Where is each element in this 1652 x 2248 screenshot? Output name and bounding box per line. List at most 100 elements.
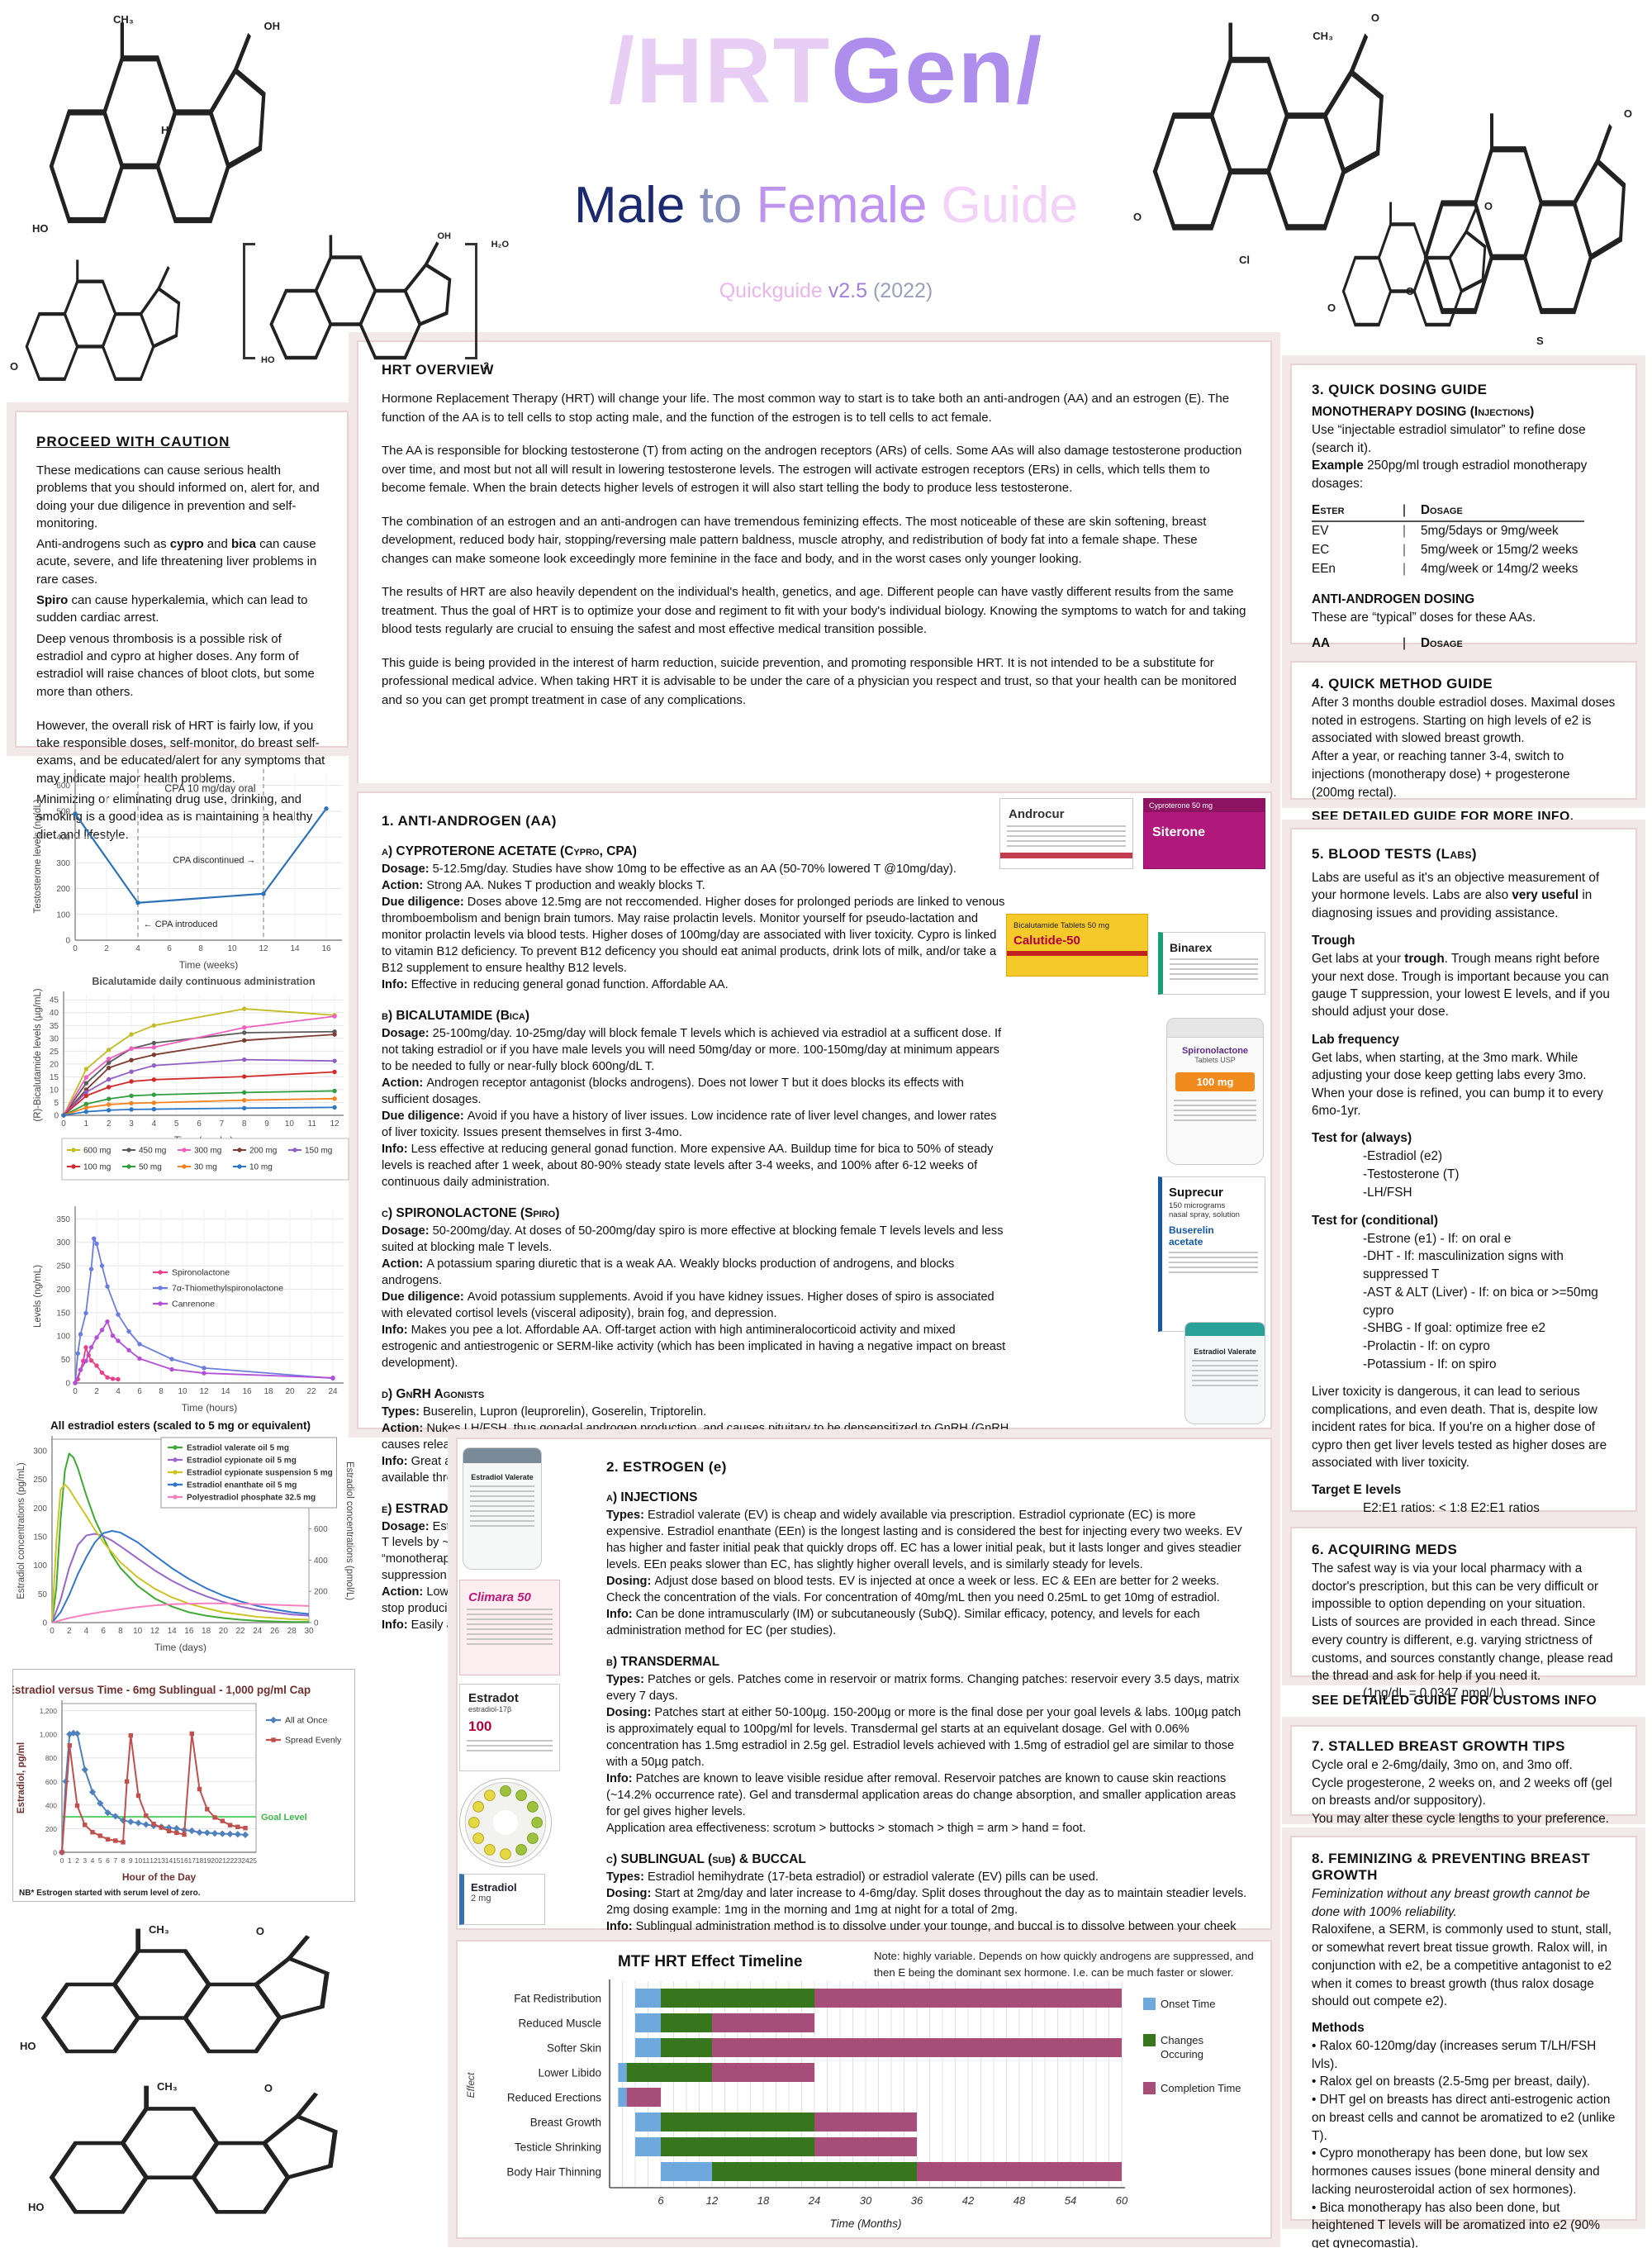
svg-text:Time (days): Time (days) (154, 1642, 206, 1653)
svg-text:4: 4 (91, 1856, 95, 1865)
svg-text:0: 0 (50, 1627, 55, 1636)
bracket-left (243, 243, 255, 359)
svg-text:2: 2 (67, 1627, 72, 1636)
svg-text:Testicle Shrinking: Testicle Shrinking (515, 2141, 601, 2154)
drug-heading: a) INJECTIONS (606, 1490, 698, 1504)
subtitle-female: Female (756, 177, 928, 234)
svg-text:4: 4 (84, 1627, 89, 1636)
drug-line: Dosage: 5-12.5mg/day. Studies have show … (382, 863, 957, 876)
svg-text:15: 15 (50, 1073, 59, 1082)
drug-line: Types: Buserelin, Lupron (leuprorelin), … (382, 1404, 707, 1419)
estradiol-ester-molecule-image: HO CH₃ O (28, 2080, 363, 2235)
svg-text:7α-Thiomethylspironolactone: 7α-Thiomethylspironolactone (172, 1284, 283, 1294)
anti-androgen-section-panel: 1. ANTI-ANDROGEN (AA) a) CYPROTERONE ACE… (357, 791, 1272, 1632)
svg-text:25: 25 (249, 1856, 258, 1865)
svg-text:48: 48 (1014, 2194, 1026, 2207)
svg-text:7: 7 (220, 1119, 225, 1129)
drug-heading: d) GnRH Agonists (382, 1386, 485, 1401)
drug-line: Info: Patches are known to leave visible… (606, 1771, 1237, 1818)
svg-text:150: 150 (33, 1533, 47, 1542)
blister-pills (464, 1781, 547, 1864)
svg-text:Estradiol concentrations (pg/m: Estradiol concentrations (pg/mL) (17, 1462, 26, 1599)
svg-text:Estradiol cypionate oil 5 mg: Estradiol cypionate oil 5 mg (187, 1457, 297, 1466)
version-line: Quickguide v2.5 (2022) (446, 279, 1206, 303)
atom-label: O (1133, 211, 1142, 223)
svg-text:12: 12 (150, 1856, 158, 1865)
svg-text:Goal Level: Goal Level (261, 1813, 307, 1823)
svg-text:Time (weeks): Time (weeks) (179, 959, 239, 971)
acquiring-meds-panel: 6. ACQUIRING MEDS The safest way is via … (1290, 1527, 1637, 1708)
paragraph: This guide is being provided in the inte… (382, 655, 1237, 707)
cpa-testosterone-chart: 0 100 200 300 400 500 600 0 2 4 6 8 10 12 14 16 Time (we… (33, 769, 342, 971)
calutide-box-image: Bicalutamide Tablets 50 mg Calutide-50 (1006, 914, 1148, 977)
svg-text:10: 10 (135, 1856, 143, 1865)
svg-text:Testosterone levels (ng/dL): Testosterone levels (ng/dL) (33, 799, 43, 913)
table-row: EEn | 4mg/week or 14mg/2 weeks (1312, 561, 1578, 576)
text-line: After 3 months double estradiol doses. M… (1312, 696, 1616, 746)
box4-text: After 3 months double estradiol doses. M… (1312, 694, 1616, 801)
svg-text:11: 11 (308, 1119, 317, 1129)
svg-text:200 mg: 200 mg (249, 1147, 277, 1156)
title-part-1: /HRT (608, 19, 832, 122)
svg-text:10: 10 (50, 1086, 59, 1095)
svg-text:then E being the dominant sex: then E being the dominant sex hormone. I… (874, 1966, 1233, 1979)
svg-text:20: 20 (219, 1627, 229, 1636)
svg-text:Reduced Erections: Reduced Erections (507, 2092, 601, 2104)
table-row: EC | 5mg/week or 15mg/2 weeks (1312, 542, 1578, 557)
red-stripe (1000, 853, 1132, 858)
svg-text:14: 14 (168, 1627, 178, 1636)
androcur-label: Androcur (1009, 807, 1065, 821)
atom-label: O (10, 360, 19, 373)
quick-dosing-guide-panel: 3. QUICK DOSING GUIDE MONOTHERAPY DOSING… (1290, 364, 1637, 739)
svg-text:250: 250 (33, 1476, 47, 1485)
svg-text:600: 600 (56, 782, 70, 791)
drug-heading: c) SPIRONOLACTONE (Spiro) (382, 1205, 560, 1220)
svg-text:23: 23 (234, 1856, 242, 1865)
svg-text:2: 2 (94, 1387, 99, 1396)
drug-line: Due diligence: Avoid if you have a histo… (382, 1109, 997, 1139)
atom-label: CH₃ (157, 2080, 178, 2093)
paragraph: These medications can cause serious heal… (36, 463, 320, 530)
atom-label: HO (32, 222, 49, 235)
svg-text:2: 2 (75, 1856, 79, 1865)
caution-paragraphs: However, the overall risk of HRT is fair… (36, 717, 327, 844)
atom-label: OH (437, 231, 452, 241)
svg-text:200: 200 (45, 1825, 57, 1833)
text-line: • Bica monotherapy has also been done, b… (1312, 2200, 1600, 2248)
binarex-box-image: Binarex (1158, 932, 1265, 995)
svg-text:4: 4 (116, 1387, 121, 1396)
methods-heading: Methods (1312, 2021, 1365, 2036)
atom-label: O (1327, 302, 1336, 314)
test-always-list: -Estradiol (e2) -Testosterone (T) -LH/FSH (1312, 1148, 1616, 1201)
drug-line: Action: A potassium sparing diuretic tha… (382, 1257, 955, 1287)
drug-item: a) INJECTIONS Types: Estradiol valerate (… (606, 1490, 1247, 1640)
text-line: -DHT - If: masculinization signs with su… (1363, 1249, 1564, 1282)
feminizing-panel: 8. FEMINIZING & PREVENTING BREAST GROWTH… (1290, 1836, 1637, 2248)
svg-text:7: 7 (113, 1856, 117, 1865)
svg-text:4: 4 (135, 944, 140, 953)
svg-text:20: 20 (285, 1387, 295, 1396)
drug-line: Info: Makes you pee a lot. Affordable AA… (382, 1323, 1006, 1370)
svg-text:All at Once: All at Once (285, 1716, 328, 1726)
svg-text:60: 60 (1116, 2194, 1128, 2207)
svg-text:30: 30 (860, 2194, 872, 2207)
estradot-label: Estradot (468, 1691, 519, 1705)
svg-text:12: 12 (259, 944, 268, 953)
subtitle-male: Male (574, 177, 686, 234)
svg-text:8: 8 (118, 1627, 123, 1636)
svg-text:54: 54 (1065, 2194, 1076, 2207)
atom-label: CH₃ (113, 13, 134, 26)
svg-text:0: 0 (60, 1856, 64, 1865)
atom-label: CH₃ (1313, 30, 1333, 42)
svg-text:100: 100 (33, 1561, 47, 1571)
svg-text:6: 6 (137, 1387, 142, 1396)
page-subtitle: Male to Female Guide (446, 180, 1206, 231)
svg-text:19: 19 (203, 1856, 211, 1865)
svg-text:6: 6 (197, 1119, 202, 1129)
vial-label: Estradiol Valerate (471, 1473, 534, 1481)
effect-timeline-panel: MTF HRT Effect Timeline Note: highly vari… (456, 1940, 1272, 2239)
aa-dosing-heading: ANTI-ANDROGEN DOSING (1312, 592, 1475, 606)
text-line: • Cypro monotherapy has been done, but l… (1312, 2146, 1600, 2197)
atom-label: S (1536, 335, 1544, 347)
